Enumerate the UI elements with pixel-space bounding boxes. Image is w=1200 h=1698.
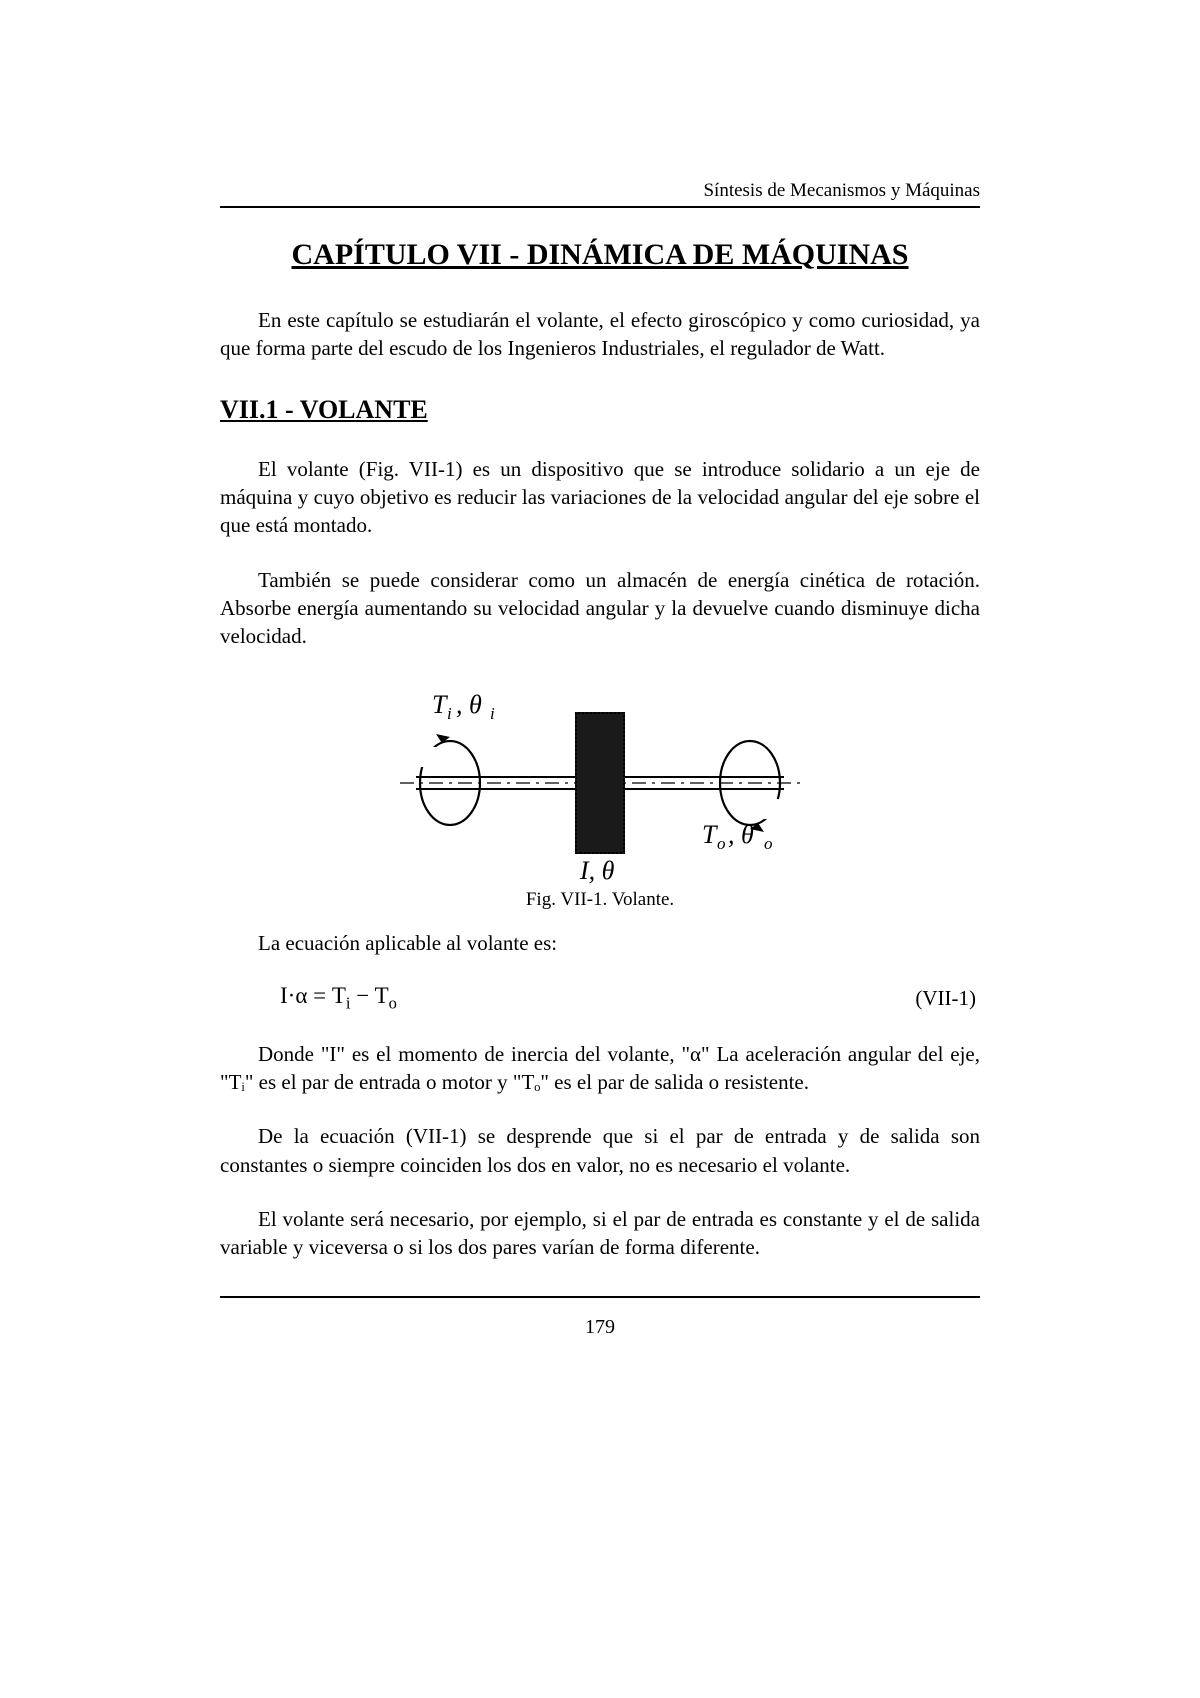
- chapter-title: CAPÍTULO VII - DINÁMICA DE MÁQUINAS: [220, 238, 980, 272]
- equation-tag: (VII-1): [915, 986, 980, 1011]
- paragraph-f-text: El volante será necesario, por ejemplo, …: [220, 1207, 980, 1259]
- svg-text:o: o: [764, 834, 773, 853]
- svg-text:, θ: , θ: [456, 690, 482, 719]
- equation-body: I·α = Ti − To: [280, 983, 397, 1014]
- paragraph-b-text: También se puede considerar como un alma…: [220, 568, 980, 649]
- svg-text:i: i: [447, 704, 452, 723]
- figure-volante: T i , θ i T o , θ o I, θ Fig. VII-1. Vol…: [380, 677, 820, 911]
- eq-rhs-b-sub: o: [389, 994, 397, 1013]
- svg-text:I, θ: I, θ: [579, 856, 615, 885]
- eq-rhs-b: T: [375, 983, 389, 1008]
- paragraph-b: También se puede considerar como un alma…: [220, 566, 980, 651]
- svg-text:T: T: [432, 690, 448, 719]
- paragraph-e-text: De la ecuación (VII-1) se desprende que …: [220, 1124, 980, 1176]
- eq-rhs-a: T: [332, 983, 346, 1008]
- intro-paragraph-text: En este capítulo se estudiarán el volant…: [220, 308, 980, 360]
- svg-text:o: o: [717, 834, 726, 853]
- volante-diagram-svg: T i , θ i T o , θ o I, θ: [380, 677, 820, 887]
- paragraph-c: La ecuación aplicable al volante es:: [220, 929, 980, 957]
- header-rule: [220, 206, 980, 208]
- svg-text:i: i: [490, 704, 495, 723]
- paragraph-d: Donde "I" es el momento de inercia del v…: [220, 1040, 980, 1097]
- paragraph-d-alpha: α: [690, 1042, 701, 1066]
- paragraph-e: De la ecuación (VII-1) se desprende que …: [220, 1122, 980, 1179]
- svg-text:T: T: [702, 820, 718, 849]
- running-head: Síntesis de Mecanismos y Máquinas: [220, 180, 980, 202]
- eq-sign: =: [307, 983, 331, 1008]
- paragraph-f: El volante será necesario, por ejemplo, …: [220, 1205, 980, 1262]
- svg-text:, θ: , θ: [728, 820, 754, 849]
- paragraph-d-before: Donde "I" es el momento de inercia del v…: [258, 1042, 690, 1066]
- paragraph-a-text: El volante (Fig. VII-1) es un dispositiv…: [220, 457, 980, 538]
- equation-row: I·α = Ti − To (VII-1): [220, 983, 980, 1014]
- footer-rule: [220, 1296, 980, 1298]
- page-number: 179: [220, 1316, 980, 1339]
- eq-minus: −: [351, 983, 375, 1008]
- eq-lhs: I·α: [280, 983, 307, 1008]
- paragraph-a: El volante (Fig. VII-1) es un dispositiv…: [220, 455, 980, 540]
- document-page: Síntesis de Mecanismos y Máquinas CAPÍTU…: [220, 180, 980, 1339]
- section-title: VII.1 - VOLANTE: [220, 395, 980, 425]
- paragraph-c-text: La ecuación aplicable al volante es:: [258, 931, 557, 955]
- intro-paragraph: En este capítulo se estudiarán el volant…: [220, 306, 980, 363]
- figure-caption: Fig. VII-1. Volante.: [380, 889, 820, 911]
